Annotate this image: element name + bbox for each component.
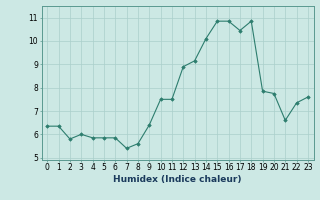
X-axis label: Humidex (Indice chaleur): Humidex (Indice chaleur) [113, 175, 242, 184]
